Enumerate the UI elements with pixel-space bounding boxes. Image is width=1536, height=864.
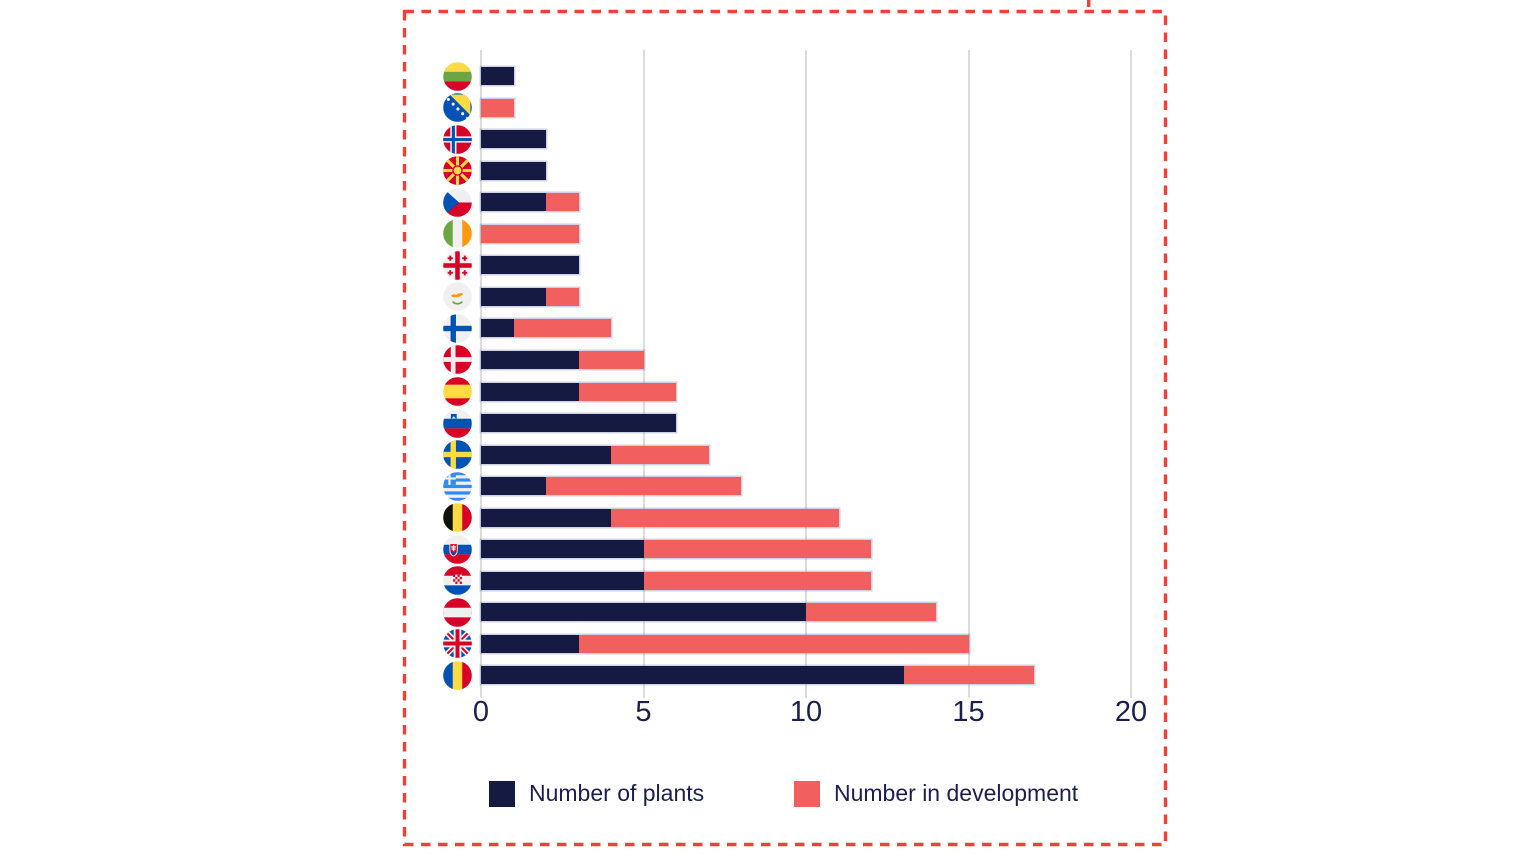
development-segment-sweden xyxy=(611,445,709,464)
development-segment-greece xyxy=(546,477,741,496)
flag-finland-icon xyxy=(442,314,472,343)
legend-item-plants: Number of plants xyxy=(489,780,704,807)
plants-segment-slovenia xyxy=(481,414,676,433)
flag-spain-icon xyxy=(442,377,472,406)
plants-segment-cyprus xyxy=(481,287,546,306)
x-axis-tick-label: 10 xyxy=(789,696,823,728)
flag-austria-icon xyxy=(442,598,472,627)
bar-north-macedonia xyxy=(481,161,546,180)
plants-segment-romania xyxy=(481,666,904,685)
flag-north-macedonia-icon xyxy=(442,156,472,185)
development-segment-ireland xyxy=(481,224,579,243)
development-segment-romania xyxy=(903,666,1034,685)
bar-georgia xyxy=(481,256,579,275)
flag-slovakia-icon xyxy=(442,534,472,564)
development-segment-bosnia-and-herzegovina xyxy=(481,98,514,117)
development-segment-croatia xyxy=(643,571,871,590)
plants-segment-greece xyxy=(481,477,546,496)
bar-norway xyxy=(481,130,546,149)
gridline-x-5 xyxy=(642,50,645,698)
flag-denmark-icon xyxy=(442,345,472,375)
legend-label-development: Number in development xyxy=(834,780,1079,806)
bar-austria xyxy=(481,603,936,622)
flag-ireland-icon xyxy=(442,219,472,249)
plants-segment-spain xyxy=(481,382,579,401)
bar-greece xyxy=(481,477,741,496)
flag-greece-icon xyxy=(442,471,472,501)
bar-spain xyxy=(481,382,676,401)
development-segment-spain xyxy=(578,382,676,401)
development-segment-finland xyxy=(513,319,611,338)
plants-segment-austria xyxy=(481,603,806,622)
development-segment-denmark xyxy=(578,350,644,369)
plants-swatch-icon xyxy=(489,780,515,807)
bar-sweden xyxy=(481,445,709,464)
border-artifact-tick xyxy=(1087,0,1091,7)
development-segment-czech-republic xyxy=(546,193,579,212)
x-axis-tick-label: 0 xyxy=(472,696,490,728)
flag-sweden-icon xyxy=(442,440,472,469)
development-segment-united-kingdom xyxy=(578,634,969,653)
legend-label-plants: Number of plants xyxy=(529,780,705,806)
development-segment-belgium xyxy=(611,508,839,527)
flag-cyprus-icon xyxy=(442,282,472,312)
plants-segment-belgium xyxy=(481,508,611,527)
flag-lithuania-icon xyxy=(442,61,472,91)
development-segment-austria xyxy=(806,603,936,622)
development-swatch-icon xyxy=(794,780,820,807)
gridline-x-20 xyxy=(1130,50,1132,698)
bar-slovenia xyxy=(481,414,676,433)
plants-segment-north-macedonia xyxy=(481,161,546,180)
plants-segment-denmark xyxy=(481,350,579,369)
plants-segment-georgia xyxy=(481,256,579,275)
flag-czech-republic-icon xyxy=(442,187,472,217)
flag-belgium-icon xyxy=(442,503,472,532)
development-segment-slovakia xyxy=(643,540,871,559)
bar-croatia xyxy=(481,571,871,590)
flag-romania-icon xyxy=(442,661,472,690)
gridline-x-15 xyxy=(967,50,970,698)
bar-czech-republic xyxy=(481,193,579,212)
bar-united-kingdom xyxy=(481,634,969,653)
x-axis-tick-label: 15 xyxy=(952,696,985,728)
x-axis-tick-label: 20 xyxy=(1114,696,1148,728)
plants-segment-lithuania xyxy=(481,67,514,85)
plants-segment-united-kingdom xyxy=(481,634,579,653)
x-axis-tick-label: 5 xyxy=(635,696,652,728)
flag-georgia-icon xyxy=(442,251,472,280)
bar-lithuania xyxy=(481,67,514,85)
plants-segment-sweden xyxy=(481,445,611,464)
plants-segment-finland xyxy=(481,319,514,338)
plants-segment-norway xyxy=(481,130,546,149)
bar-cyprus xyxy=(481,287,579,306)
flag-slovenia-icon xyxy=(442,408,472,438)
bar-denmark xyxy=(481,350,644,369)
bar-finland xyxy=(481,319,611,338)
flag-norway-icon xyxy=(442,124,472,154)
plants-segment-czech-republic xyxy=(481,193,546,212)
development-segment-cyprus xyxy=(546,287,579,306)
gridline-x-0 xyxy=(480,50,482,698)
bar-ireland xyxy=(481,224,579,243)
plants-segment-slovakia xyxy=(481,540,644,559)
bar-bosnia-and-herzegovina xyxy=(481,98,514,117)
gridline-x-10 xyxy=(805,50,807,698)
bar-slovakia xyxy=(481,540,871,559)
bar-belgium xyxy=(481,508,839,527)
flag-united-kingdom-icon xyxy=(442,629,472,659)
bar-romania xyxy=(481,666,1034,685)
flag-croatia-icon xyxy=(442,566,472,596)
flag-bosnia-and-herzegovina-icon xyxy=(442,93,472,122)
plants-segment-croatia xyxy=(481,571,644,590)
legend-item-development: Number in development xyxy=(794,780,1078,807)
